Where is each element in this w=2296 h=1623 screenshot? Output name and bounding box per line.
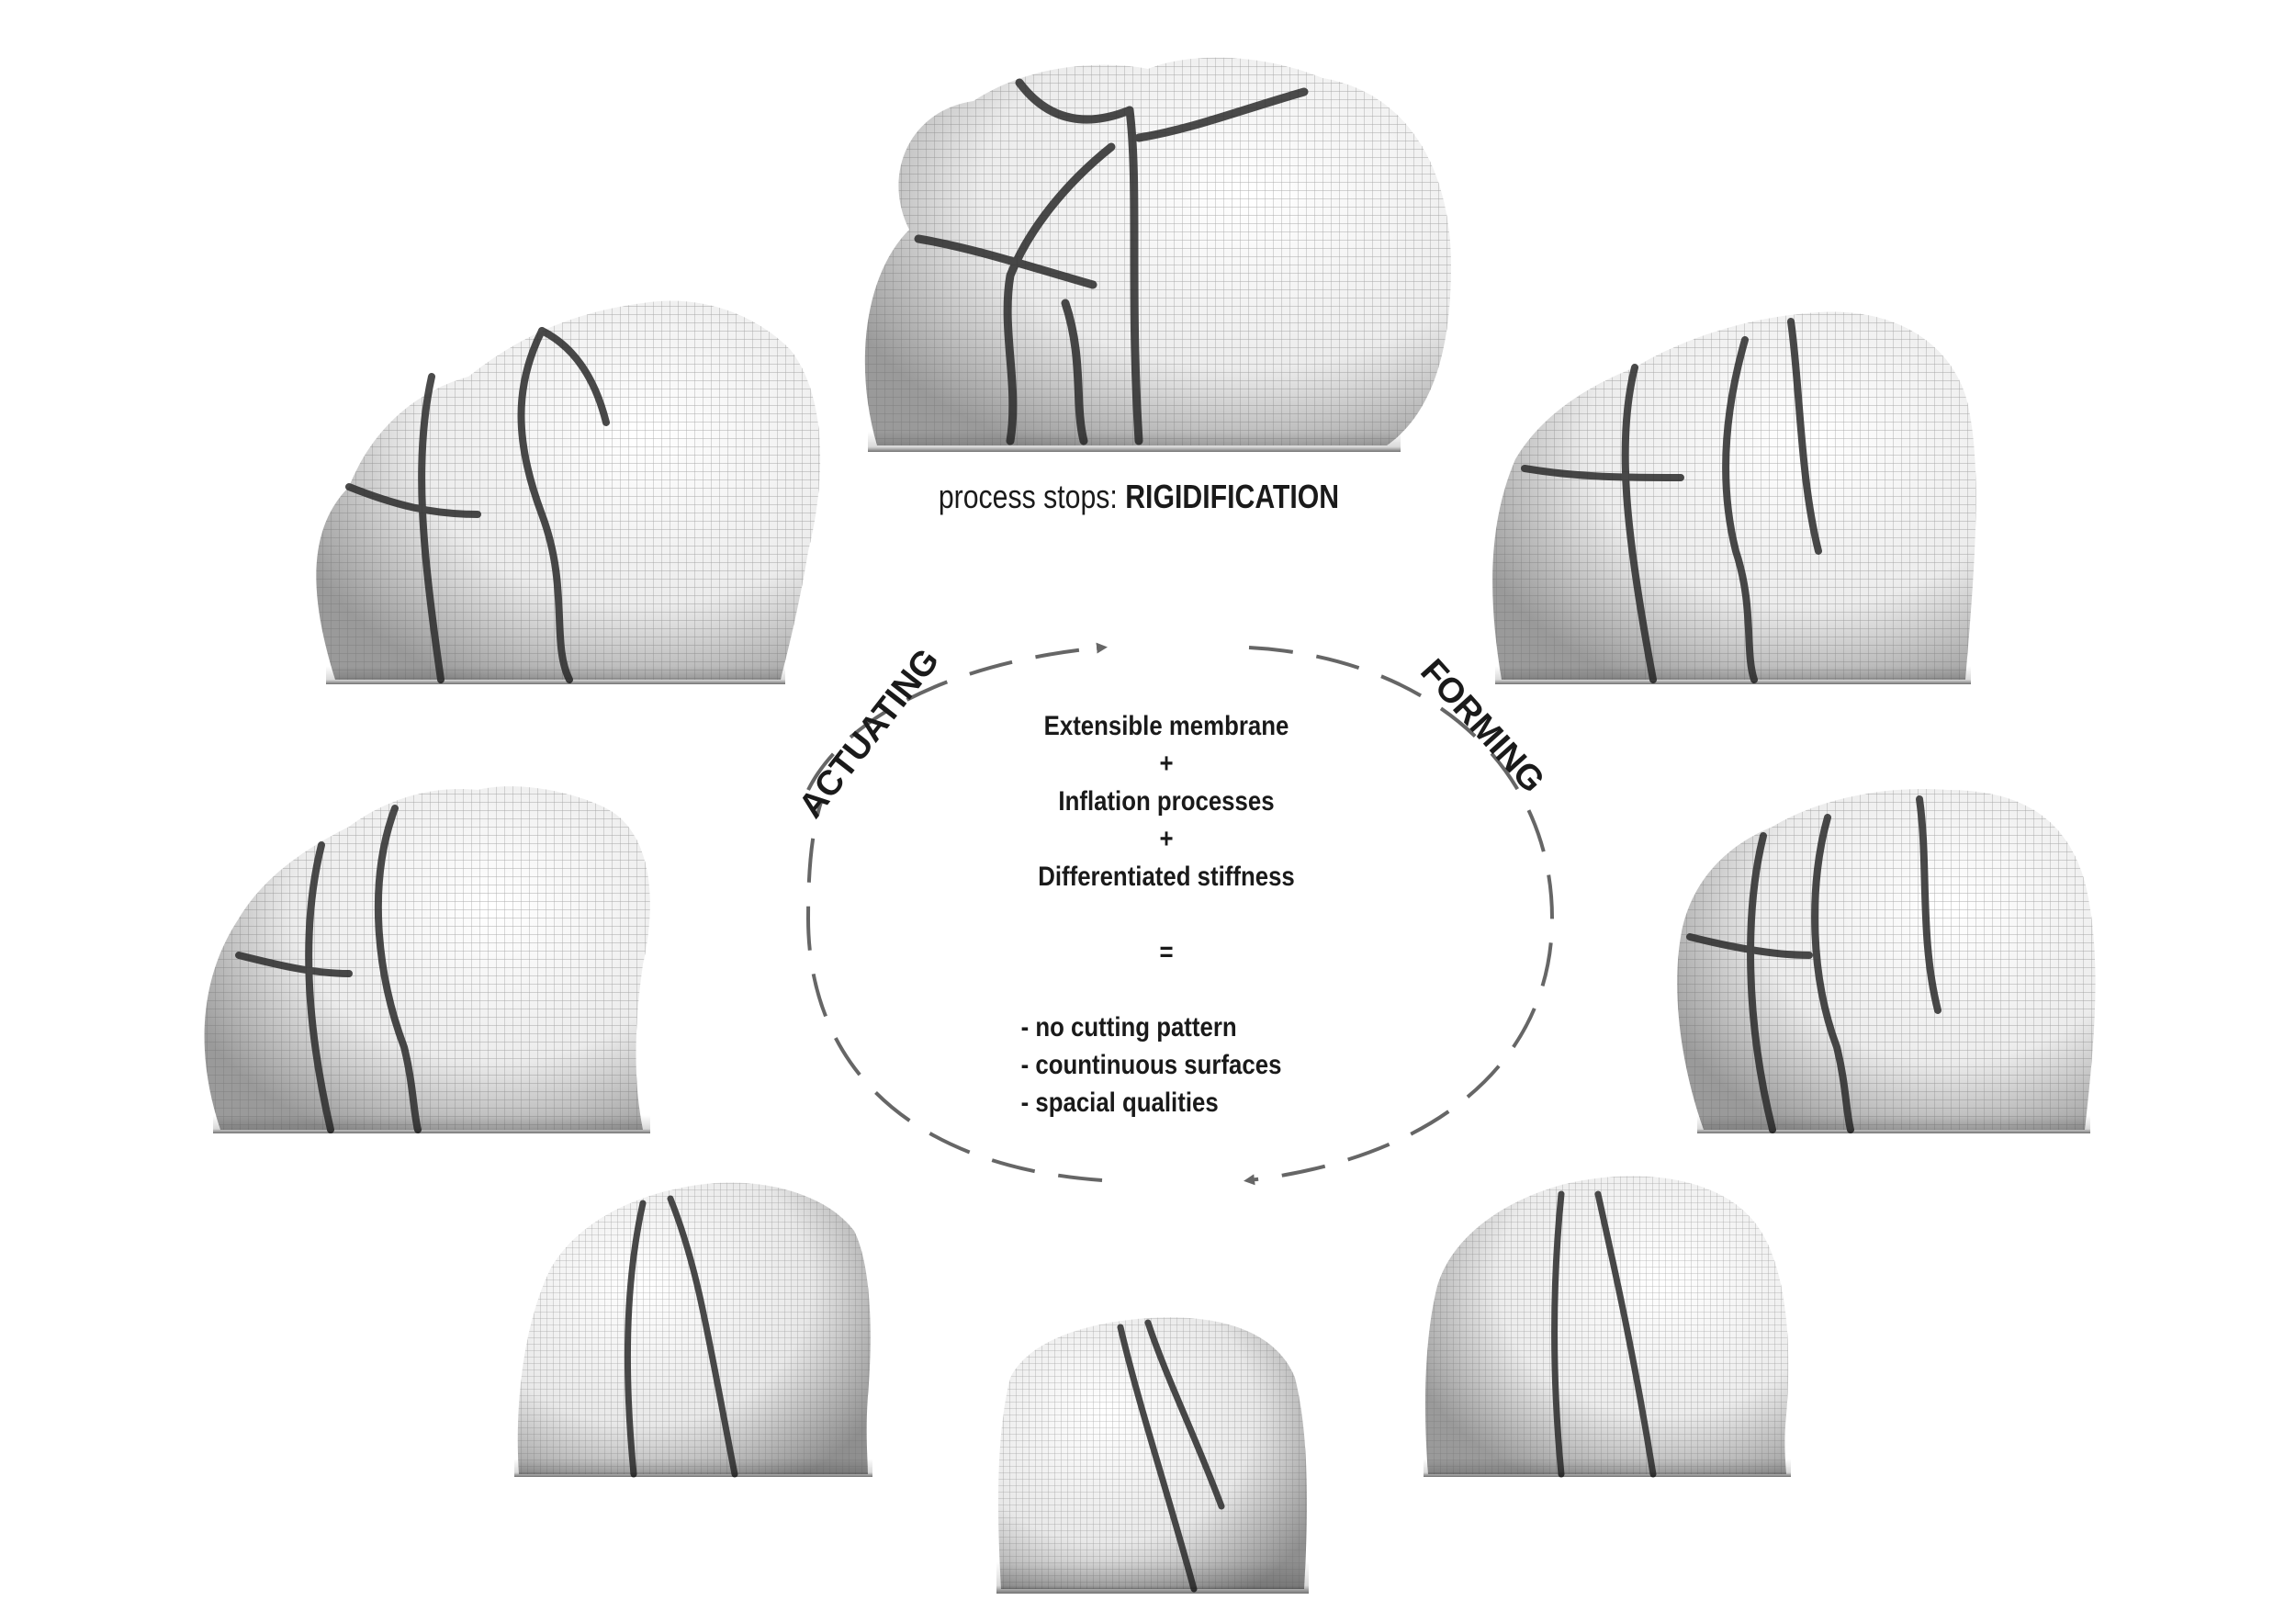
arrow-right-forming xyxy=(1244,646,1555,1186)
form-left-middle xyxy=(204,786,650,1133)
form-left-lower xyxy=(514,1182,872,1478)
center-plus-2: + xyxy=(1159,824,1174,854)
rigidification-caption: process stops: RIGIDIFICATION xyxy=(923,478,1355,516)
center-gap-2 xyxy=(974,971,1359,1009)
arrow-bottom-left xyxy=(805,798,1103,1182)
form-top-rigidification xyxy=(864,57,1451,452)
form-left-upper xyxy=(316,300,821,684)
arrow-top-actuating xyxy=(806,642,1108,791)
caption-bold: RIGIDIFICATION xyxy=(1125,478,1340,515)
center-line-membrane: Extensible membrane xyxy=(1043,711,1289,741)
center-line-inflation: Inflation processes xyxy=(1058,786,1275,817)
center-equals: = xyxy=(1159,937,1174,967)
caption-prefix: process stops: xyxy=(938,478,1126,515)
label-actuating: ACTUATING xyxy=(792,642,947,826)
form-right-lower xyxy=(1424,1176,1791,1478)
form-right-upper xyxy=(1492,311,1976,684)
center-line-stiffness: Differentiated stiffness xyxy=(1038,862,1295,892)
center-plus-1: + xyxy=(1159,749,1174,779)
center-gap-1 xyxy=(974,896,1359,933)
bullet-no-cutting-pattern: - no cutting pattern xyxy=(1020,1012,1237,1043)
form-right-middle xyxy=(1677,789,2096,1133)
form-bottom-center xyxy=(996,1317,1309,1594)
center-equation: Extensible membrane + Inflation processe… xyxy=(974,707,1359,1121)
bullet-continuous-surfaces: - countinuous surfaces xyxy=(1020,1050,1282,1080)
cycle-arrows xyxy=(805,642,1555,1186)
bullet-spatial-qualities: - spacial qualities xyxy=(1020,1088,1219,1118)
